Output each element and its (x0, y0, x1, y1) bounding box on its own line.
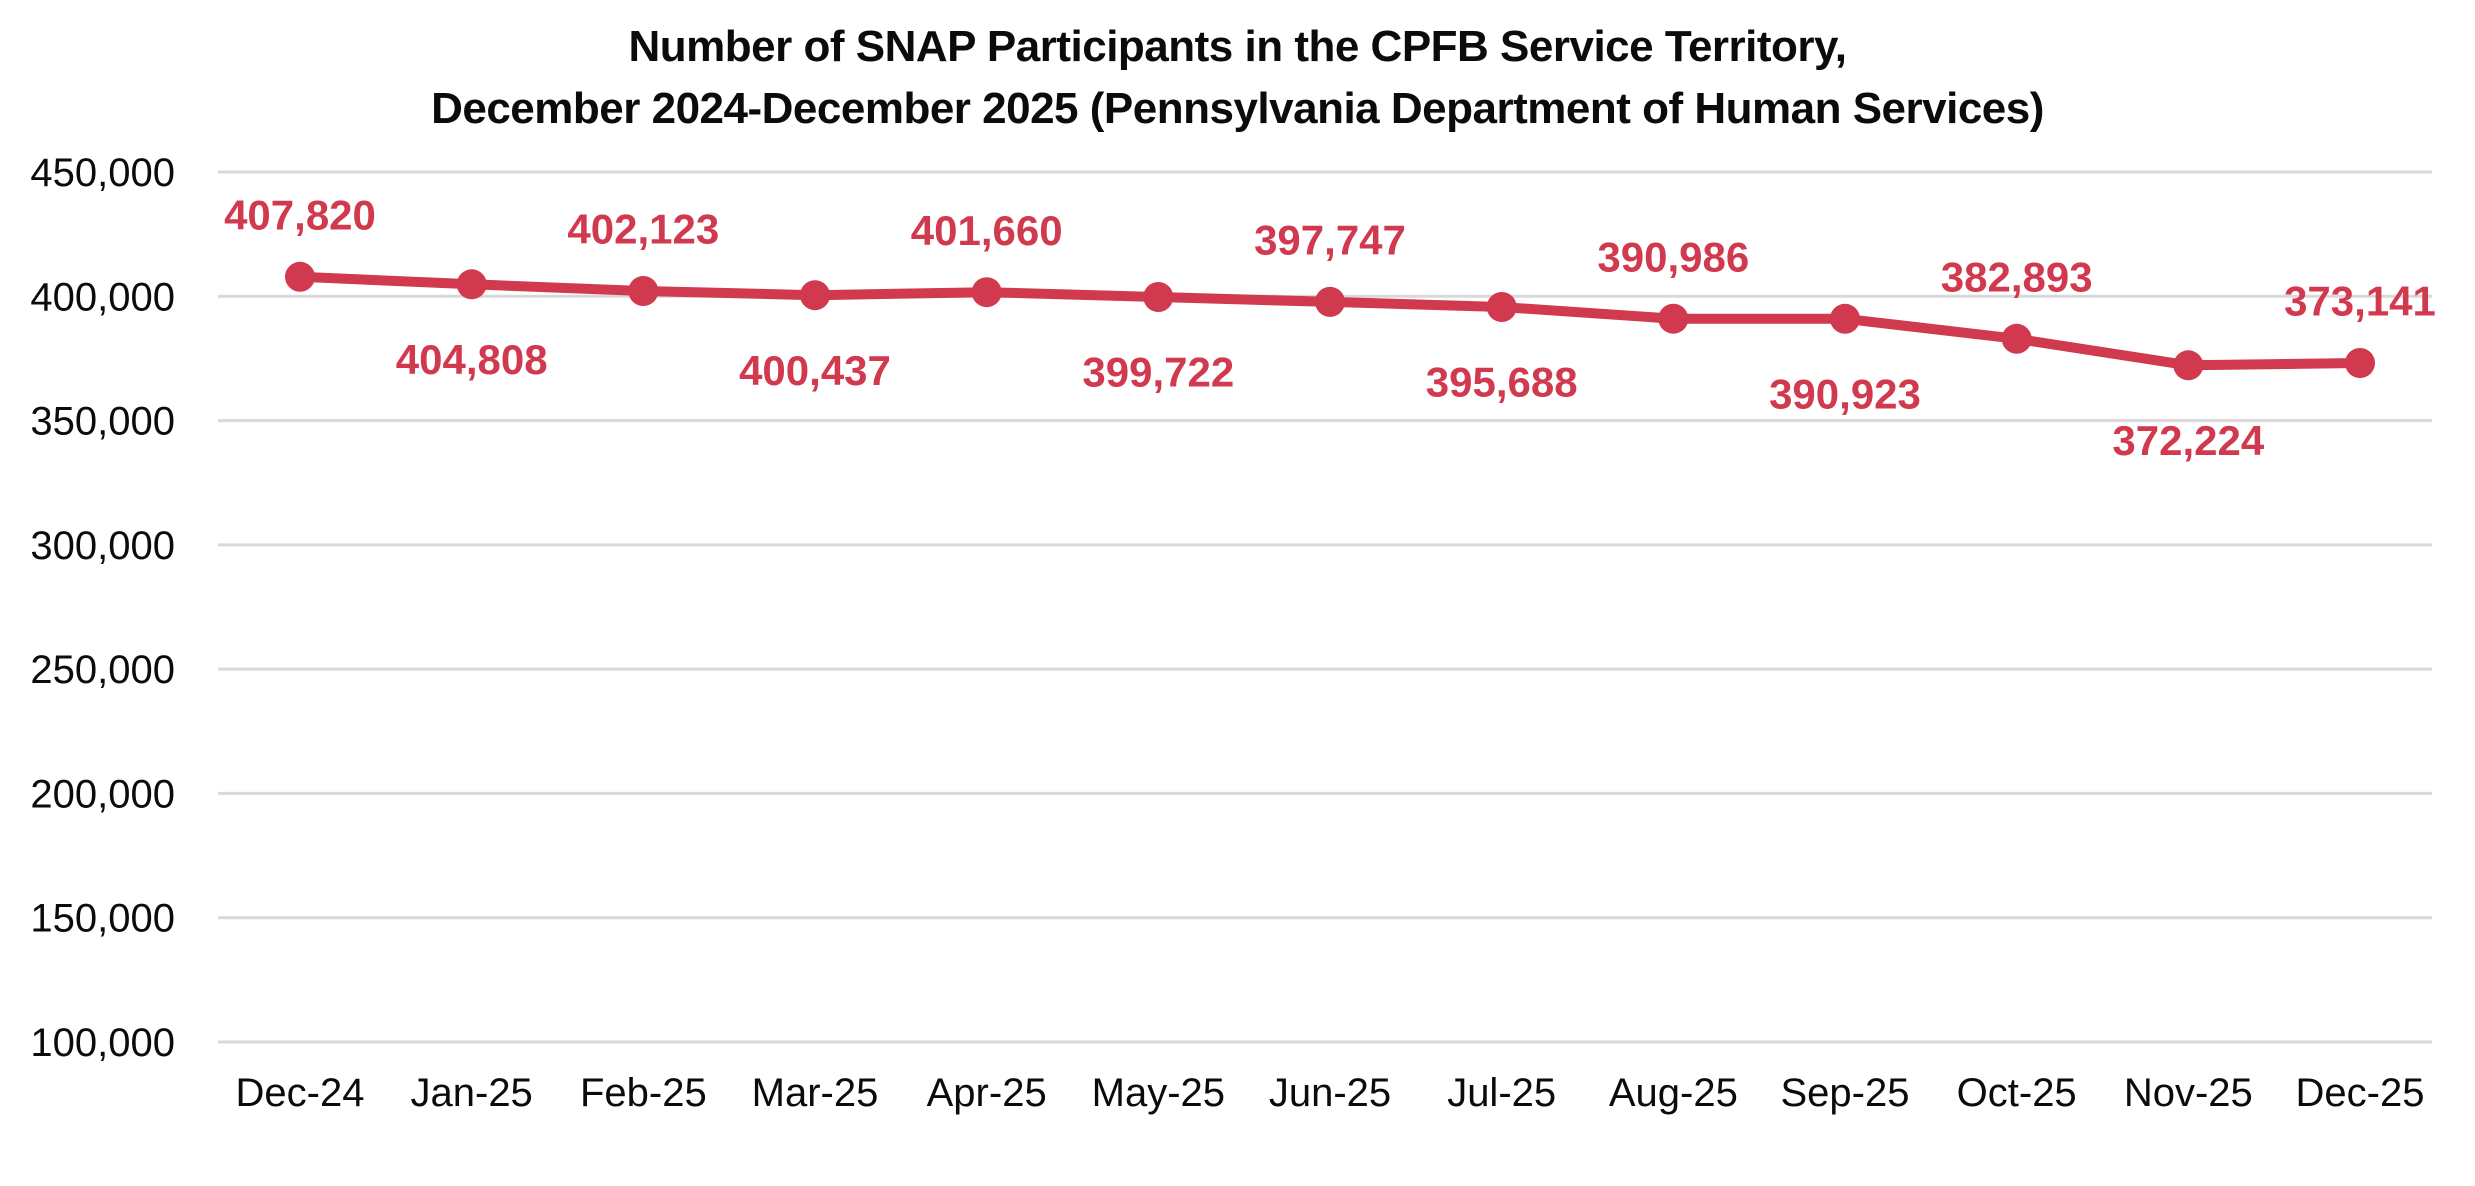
data-point-label: 407,820 (224, 192, 376, 239)
data-point-label: 390,986 (1597, 233, 1749, 280)
data-point-marker (1486, 292, 1517, 322)
chart-title-line-1: Number of SNAP Participants in the CPFB … (628, 22, 1847, 71)
data-point-marker (971, 277, 1002, 308)
data-point-marker (2173, 350, 2204, 381)
chart-title-line-2: December 2024-December 2025 (Pennsylvani… (431, 84, 2044, 133)
chart-title: Number of SNAP Participants in the CPFB … (0, 16, 2475, 140)
y-axis-tick-label: 250,000 (30, 648, 175, 692)
x-axis-tick-label: Apr-25 (927, 1071, 1047, 1115)
y-axis-tick-label: 100,000 (30, 1021, 175, 1065)
x-axis-tick-label: Aug-25 (1609, 1071, 1738, 1115)
data-point-label: 373,141 (2284, 278, 2436, 325)
x-axis-tick-label: Dec-25 (2296, 1071, 2425, 1115)
data-point-marker (800, 280, 830, 311)
data-point-marker (1315, 286, 1345, 317)
data-point-label: 401,660 (911, 207, 1063, 254)
y-axis-tick-label: 350,000 (30, 400, 175, 444)
x-axis-tick-label: Jun-25 (1269, 1071, 1391, 1115)
data-point-marker (1658, 303, 1689, 334)
x-axis-tick-label: Dec-24 (236, 1071, 365, 1115)
x-axis-tick-label: Jul-25 (1447, 1071, 1556, 1115)
y-axis-tick-label: 150,000 (30, 897, 175, 941)
data-point-label: 399,722 (1082, 349, 1234, 396)
y-axis-tick-label: 200,000 (30, 772, 175, 816)
data-point-marker (456, 269, 487, 300)
x-axis-tick-label: Sep-25 (1781, 1071, 1910, 1115)
data-point-marker (2001, 323, 2032, 354)
data-point-marker (1143, 282, 1174, 312)
data-point-marker (1830, 303, 1860, 334)
data-point-label: 390,923 (1769, 371, 1921, 418)
data-point-marker (2345, 348, 2375, 378)
y-axis-tick-label: 300,000 (30, 524, 175, 568)
x-axis-tick-label: Feb-25 (580, 1071, 707, 1115)
data-point-label: 400,437 (739, 347, 891, 394)
x-axis-tick-label: Oct-25 (1957, 1071, 2077, 1115)
data-point-label: 404,808 (396, 336, 548, 383)
data-point-label: 397,747 (1254, 217, 1406, 264)
x-axis-tick-label: May-25 (1092, 1071, 1225, 1115)
data-point-label: 395,688 (1426, 359, 1578, 406)
data-point-marker (628, 276, 659, 306)
data-point-label: 372,224 (2112, 417, 2264, 464)
data-point-label: 382,893 (1941, 254, 2093, 301)
x-axis-tick-label: Mar-25 (752, 1071, 879, 1115)
x-axis-tick-label: Nov-25 (2124, 1071, 2253, 1115)
data-point-marker (285, 261, 315, 292)
y-axis-tick-label: 400,000 (30, 275, 175, 319)
data-point-label: 402,123 (567, 206, 719, 253)
y-axis-tick-label: 450,000 (30, 151, 175, 195)
x-axis-tick-label: Jan-25 (411, 1071, 533, 1115)
